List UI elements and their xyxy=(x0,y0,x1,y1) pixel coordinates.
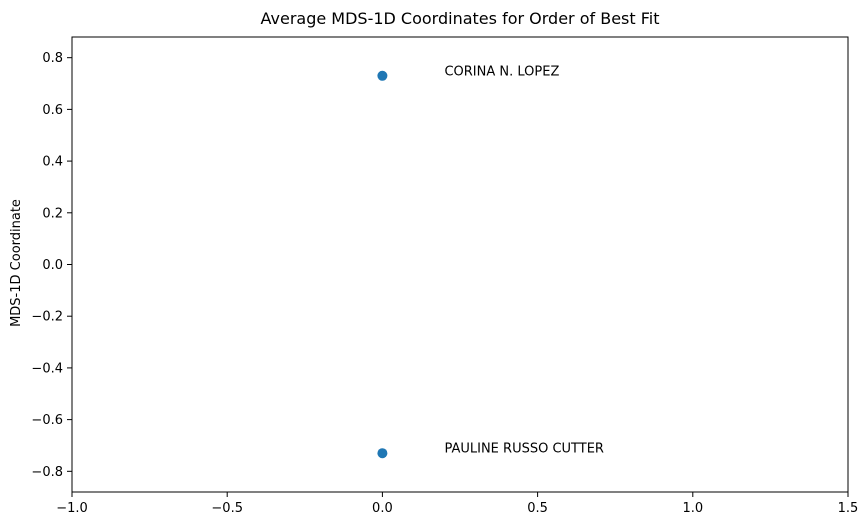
x-tick-label: 1.5 xyxy=(838,501,859,516)
y-tick-label: −0.6 xyxy=(31,413,63,428)
y-tick-label: 0.0 xyxy=(42,258,63,273)
plot-area: −1.0 −0.5 0.0 0.5 1.0 1.5 0.8 0.6 0.4 0.2 0.0 −0.2 −… xyxy=(31,36,859,516)
y-tick-label: 0.6 xyxy=(42,103,63,118)
x-tick-label: 0.5 xyxy=(527,501,548,516)
y-tick-label: 0.8 xyxy=(42,51,63,66)
y-axis-label: MDS-1D Coordinate xyxy=(9,199,24,327)
y-tick-label: −0.4 xyxy=(31,361,63,376)
y-tick-label: 0.2 xyxy=(42,206,63,221)
chart-title: Average MDS-1D Coordinates for Order of … xyxy=(261,9,660,28)
point-label: CORINA N. LOPEZ xyxy=(444,64,559,79)
data-point xyxy=(377,448,388,459)
x-tick-label: 1.0 xyxy=(682,501,703,516)
point-label: PAULINE RUSSO CUTTER xyxy=(444,442,603,457)
data-point xyxy=(377,70,388,81)
y-tick-label: −0.2 xyxy=(31,310,63,325)
axes-frame xyxy=(71,36,849,493)
x-tick-label: −0.5 xyxy=(211,501,243,516)
y-tick-label: 0.4 xyxy=(42,155,63,170)
y-tick-label: −0.8 xyxy=(31,465,63,480)
x-tick-label: −1.0 xyxy=(56,501,88,516)
x-tick-label: 0.0 xyxy=(372,501,393,516)
